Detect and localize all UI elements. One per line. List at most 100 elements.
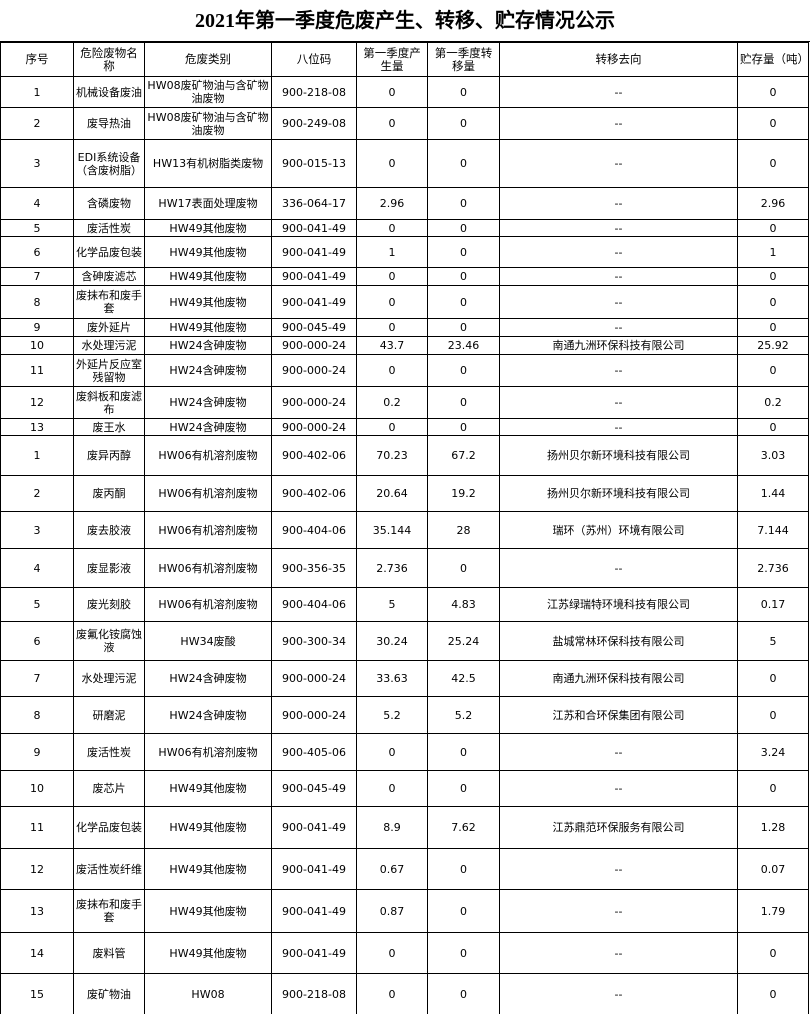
table-cell: HW49其他废物 — [144, 770, 272, 807]
table-cell: 12 — [0, 386, 74, 419]
table-cell: 42.5 — [427, 660, 500, 697]
table-cell: 0 — [356, 76, 428, 108]
table-cell: -- — [499, 139, 738, 188]
table-cell: 14 — [0, 932, 74, 974]
table-row: 13 废抹布和废手套 HW49其他废物 900-041-49 0.87 0 -- 1.79 — [0, 889, 809, 933]
table-cell: HW34废酸 — [144, 621, 272, 661]
table-cell: 3.03 — [737, 435, 809, 476]
table-cell: 12 — [0, 848, 74, 890]
table-cell: -- — [499, 889, 738, 933]
header-cell: 第一季度转移量 — [427, 42, 500, 77]
table-cell: -- — [499, 76, 738, 108]
table-row: 1 废异丙醇 HW06有机溶剂废物 900-402-06 70.23 67.2 扬州贝尔新环… — [0, 435, 809, 476]
table-cell: 0 — [737, 418, 809, 436]
table-row: 6 化学品废包装 HW49其他废物 900-041-49 1 0 -- 1 — [0, 236, 809, 268]
table-cell: HW49其他废物 — [144, 219, 272, 237]
table-cell: 扬州贝尔新环境科技有限公司 — [499, 435, 738, 476]
table-cell: HW49其他废物 — [144, 285, 272, 319]
table-row: 7 含砷废滤芯 HW49其他废物 900-041-49 0 0 -- 0 — [0, 267, 809, 286]
table-cell: 0 — [427, 386, 500, 419]
table-cell: 研磨泥 — [73, 696, 145, 734]
table-cell: 化学品废包装 — [73, 236, 145, 268]
table-cell: 0 — [737, 770, 809, 807]
table-cell: HW49其他废物 — [144, 267, 272, 286]
header-cell: 序号 — [0, 42, 74, 77]
table-cell: 0.17 — [737, 587, 809, 622]
table-cell: 25.24 — [427, 621, 500, 661]
table-cell: HW24含砷废物 — [144, 354, 272, 387]
table-cell: 废芯片 — [73, 770, 145, 807]
table-cell: 0 — [737, 107, 809, 140]
header-cell: 第一季度产生量 — [356, 42, 428, 77]
table-cell: 25.92 — [737, 336, 809, 355]
table-cell: 盐城常林环保科技有限公司 — [499, 621, 738, 661]
table-row: 8 研磨泥 HW24含砷废物 900-000-24 5.2 5.2 江苏和合环保集团有限公司… — [0, 696, 809, 734]
table-cell: 0 — [356, 219, 428, 237]
table-cell: 900-015-13 — [271, 139, 357, 188]
table-cell: HW08废矿物油与含矿物油废物 — [144, 107, 272, 140]
table-cell: 2.96 — [737, 187, 809, 220]
table-cell: 江苏鼎范环保服务有限公司 — [499, 806, 738, 849]
table-cell: 5 — [0, 219, 74, 237]
table-row: 3 废去胶液 HW06有机溶剂废物 900-404-06 35.144 28 瑞环（苏州）环… — [0, 511, 809, 549]
table-row: 11 化学品废包装 HW49其他废物 900-041-49 8.9 7.62 江苏鼎范环保服… — [0, 806, 809, 849]
table-cell: 900-404-06 — [271, 587, 357, 622]
table-row: 10 水处理污泥 HW24含砷废物 900-000-24 43.7 23.46 南通九洲环保… — [0, 336, 809, 355]
table-cell: HW06有机溶剂废物 — [144, 435, 272, 476]
table-cell: 废抹布和废手套 — [73, 889, 145, 933]
table-cell: 0 — [356, 932, 428, 974]
table-cell: HW49其他废物 — [144, 236, 272, 268]
table-cell: -- — [499, 267, 738, 286]
waste-table: 序号 危险废物名称 危废类别 八位码 第一季度产生量 第一季度转移量 转移去向 贮存量（吨） … — [0, 42, 809, 1014]
table-cell: 900-402-06 — [271, 475, 357, 512]
table-cell: 0 — [427, 107, 500, 140]
table-row: 2 废丙酮 HW06有机溶剂废物 900-402-06 20.64 19.2 扬州贝尔新环境… — [0, 475, 809, 512]
table-cell: 2 — [0, 107, 74, 140]
table-cell: -- — [499, 733, 738, 771]
table-cell: 废导热油 — [73, 107, 145, 140]
table-cell: HW49其他废物 — [144, 806, 272, 849]
table-cell: 0 — [427, 932, 500, 974]
table-cell: 33.63 — [356, 660, 428, 697]
table-cell: 废外延片 — [73, 318, 145, 337]
table-cell: 0 — [427, 236, 500, 268]
table-cell: 0 — [427, 76, 500, 108]
table-cell: 4 — [0, 187, 74, 220]
table-cell: HW49其他废物 — [144, 318, 272, 337]
table-cell: 0 — [427, 418, 500, 436]
table-cell: 0 — [427, 285, 500, 319]
table-cell: 900-041-49 — [271, 889, 357, 933]
table-row: 15 废矿物油 HW08 900-218-08 0 0 -- 0 — [0, 973, 809, 1014]
table-cell: 废料管 — [73, 932, 145, 974]
table-cell: 外延片反应室残留物 — [73, 354, 145, 387]
table-cell: 废活性炭 — [73, 733, 145, 771]
table-cell: 废异丙醇 — [73, 435, 145, 476]
table-cell: 0.2 — [737, 386, 809, 419]
header-cell: 转移去向 — [499, 42, 738, 77]
table-row: 9 废活性炭 HW06有机溶剂废物 900-405-06 0 0 -- 3.24 — [0, 733, 809, 771]
table-row: 2 废导热油 HW08废矿物油与含矿物油废物 900-249-08 0 0 -- 0 — [0, 107, 809, 140]
table-cell: 900-041-49 — [271, 848, 357, 890]
table-cell: 0.67 — [356, 848, 428, 890]
table-cell: HW06有机溶剂废物 — [144, 733, 272, 771]
table-cell: 6 — [0, 621, 74, 661]
table-cell: HW49其他废物 — [144, 848, 272, 890]
table-cell: 废活性炭纤维 — [73, 848, 145, 890]
table-cell: 10 — [0, 770, 74, 807]
table-cell: HW24含砷废物 — [144, 386, 272, 419]
table-cell: 900-000-24 — [271, 354, 357, 387]
table-cell: 2.736 — [356, 548, 428, 588]
table-cell: 0 — [737, 76, 809, 108]
table-cell: 10 — [0, 336, 74, 355]
table-cell: 13 — [0, 418, 74, 436]
table-cell: HW06有机溶剂废物 — [144, 511, 272, 549]
table-cell: 0 — [737, 285, 809, 319]
table-cell: 水处理污泥 — [73, 336, 145, 355]
table-cell: 含磷废物 — [73, 187, 145, 220]
table-cell: -- — [499, 318, 738, 337]
table-cell: 900-041-49 — [271, 236, 357, 268]
table-cell: HW49其他废物 — [144, 889, 272, 933]
table-cell: 900-000-24 — [271, 660, 357, 697]
table-cell: 0 — [356, 267, 428, 286]
